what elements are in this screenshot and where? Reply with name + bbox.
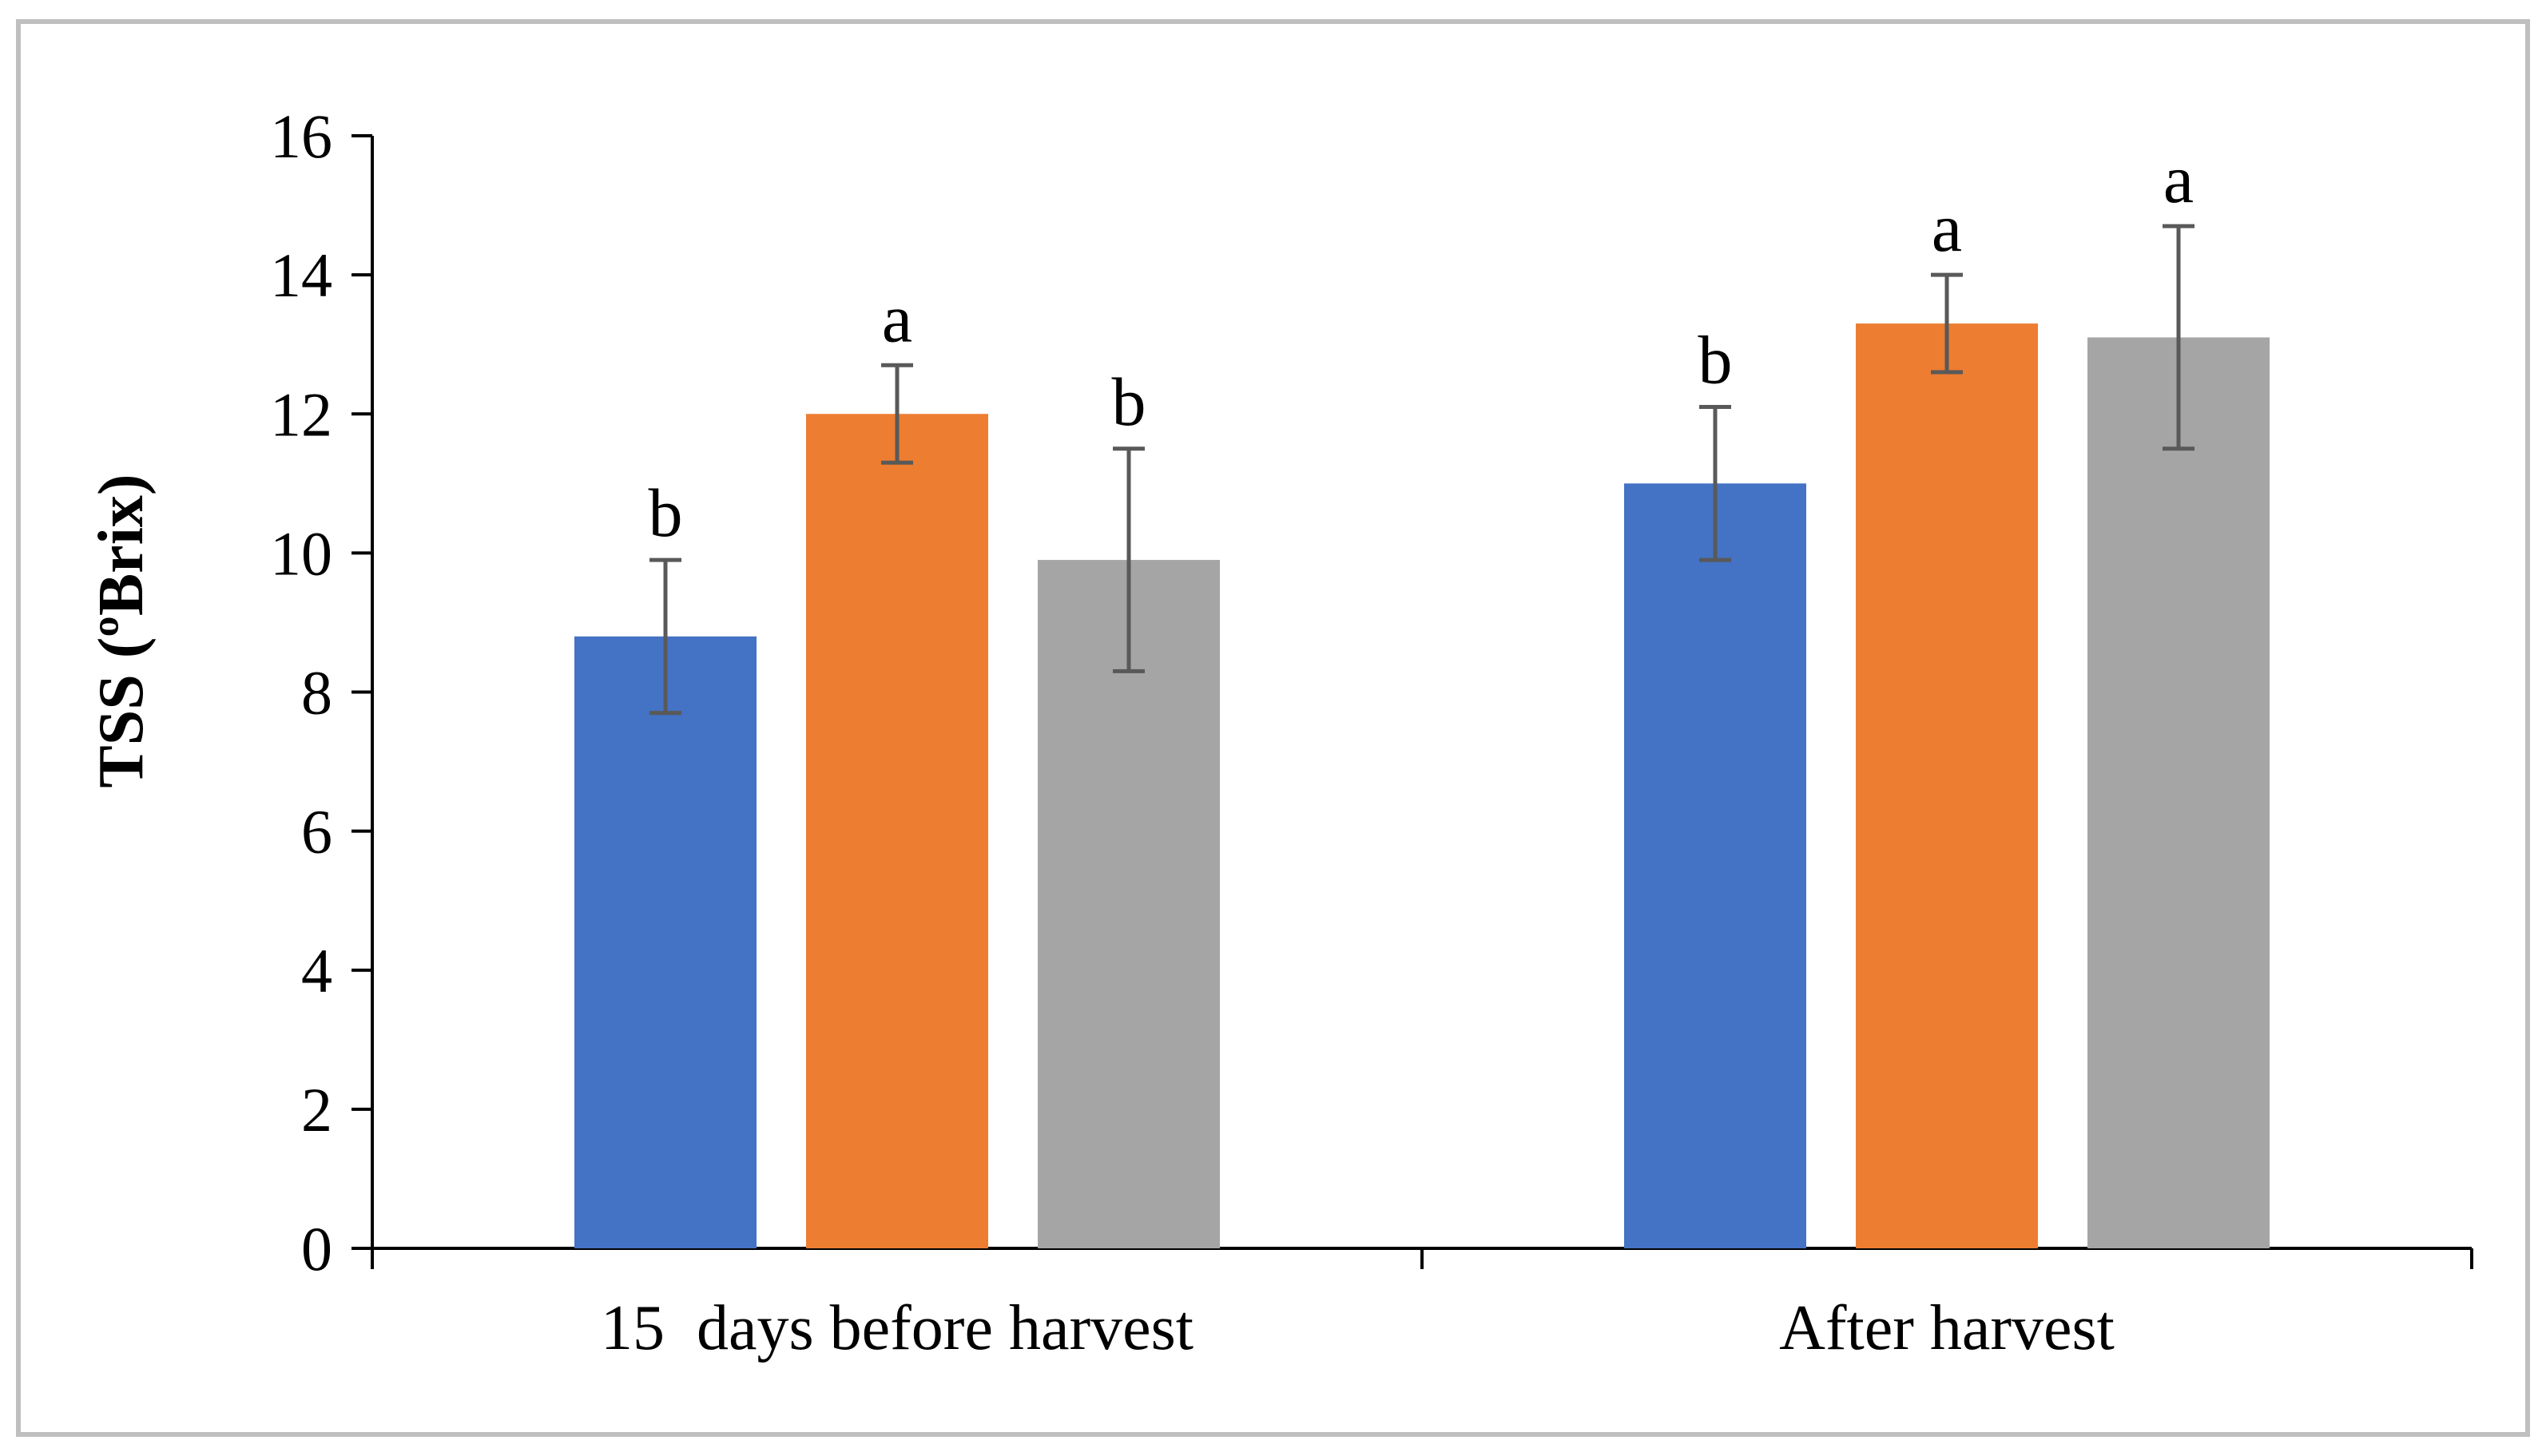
y-tick-label: 16	[270, 101, 332, 171]
bar	[1038, 560, 1220, 1248]
significance-letter: a	[882, 280, 912, 356]
bars	[574, 224, 2270, 1249]
y-axis-title: TSS (ºBrix)	[86, 474, 157, 788]
bar	[1856, 323, 2038, 1249]
y-tick-label: 2	[301, 1075, 332, 1145]
bar	[1624, 483, 1806, 1248]
x-category-label: 15 days before harvest	[601, 1293, 1194, 1363]
y-tick-label: 8	[301, 658, 332, 728]
significance-letter: b	[1112, 363, 1146, 440]
y-tick-label: 12	[270, 379, 332, 449]
y-tick-label: 14	[270, 240, 332, 310]
significance-letter: b	[649, 474, 683, 551]
y-tick-label: 4	[301, 936, 332, 1006]
y-tick-label: 0	[301, 1214, 332, 1283]
y-tick-label: 10	[270, 518, 332, 588]
x-category-label: After harvest	[1779, 1293, 2115, 1363]
labels: b a b 15 days before harvest b a a After harves…	[601, 141, 2194, 1363]
significance-letter: a	[2163, 141, 2194, 217]
significance-letter: b	[1698, 322, 1733, 399]
y-tick-label: 6	[301, 797, 332, 867]
bar	[2087, 337, 2270, 1249]
significance-letter: a	[1932, 189, 1962, 266]
bar	[806, 414, 988, 1248]
bar	[574, 636, 757, 1248]
